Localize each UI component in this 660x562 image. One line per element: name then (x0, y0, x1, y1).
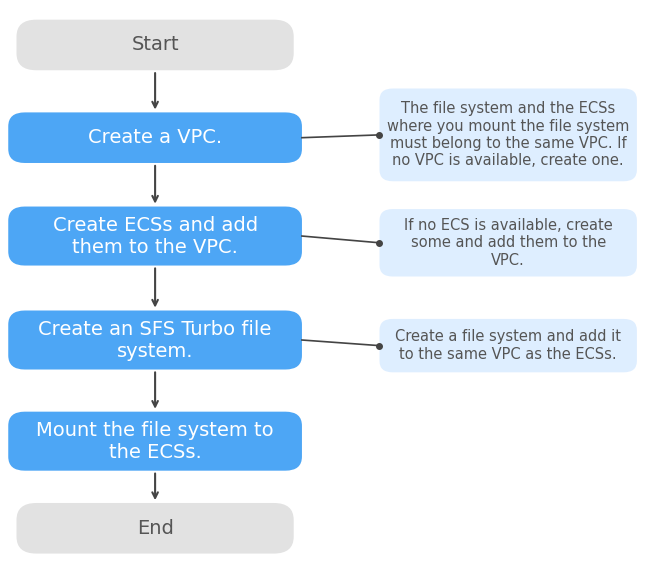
Text: Create ECSs and add
them to the VPC.: Create ECSs and add them to the VPC. (53, 216, 257, 256)
FancyBboxPatch shape (379, 88, 637, 181)
FancyBboxPatch shape (379, 209, 637, 277)
Text: Create a file system and add it
to the same VPC as the ECSs.: Create a file system and add it to the s… (395, 329, 621, 362)
FancyBboxPatch shape (8, 411, 302, 471)
FancyBboxPatch shape (379, 319, 637, 372)
Text: The file system and the ECSs
where you mount the file system
must belong to the : The file system and the ECSs where you m… (387, 101, 630, 169)
Text: Mount the file system to
the ECSs.: Mount the file system to the ECSs. (36, 421, 274, 461)
FancyBboxPatch shape (8, 310, 302, 370)
FancyBboxPatch shape (16, 503, 294, 554)
FancyBboxPatch shape (8, 207, 302, 266)
Text: Create a VPC.: Create a VPC. (88, 128, 222, 147)
Text: End: End (137, 519, 174, 538)
FancyBboxPatch shape (16, 20, 294, 70)
Text: Create an SFS Turbo file
system.: Create an SFS Turbo file system. (38, 320, 272, 360)
FancyBboxPatch shape (8, 112, 302, 163)
Text: Start: Start (131, 35, 179, 55)
Text: If no ECS is available, create
some and add them to the
VPC.: If no ECS is available, create some and … (404, 218, 612, 268)
